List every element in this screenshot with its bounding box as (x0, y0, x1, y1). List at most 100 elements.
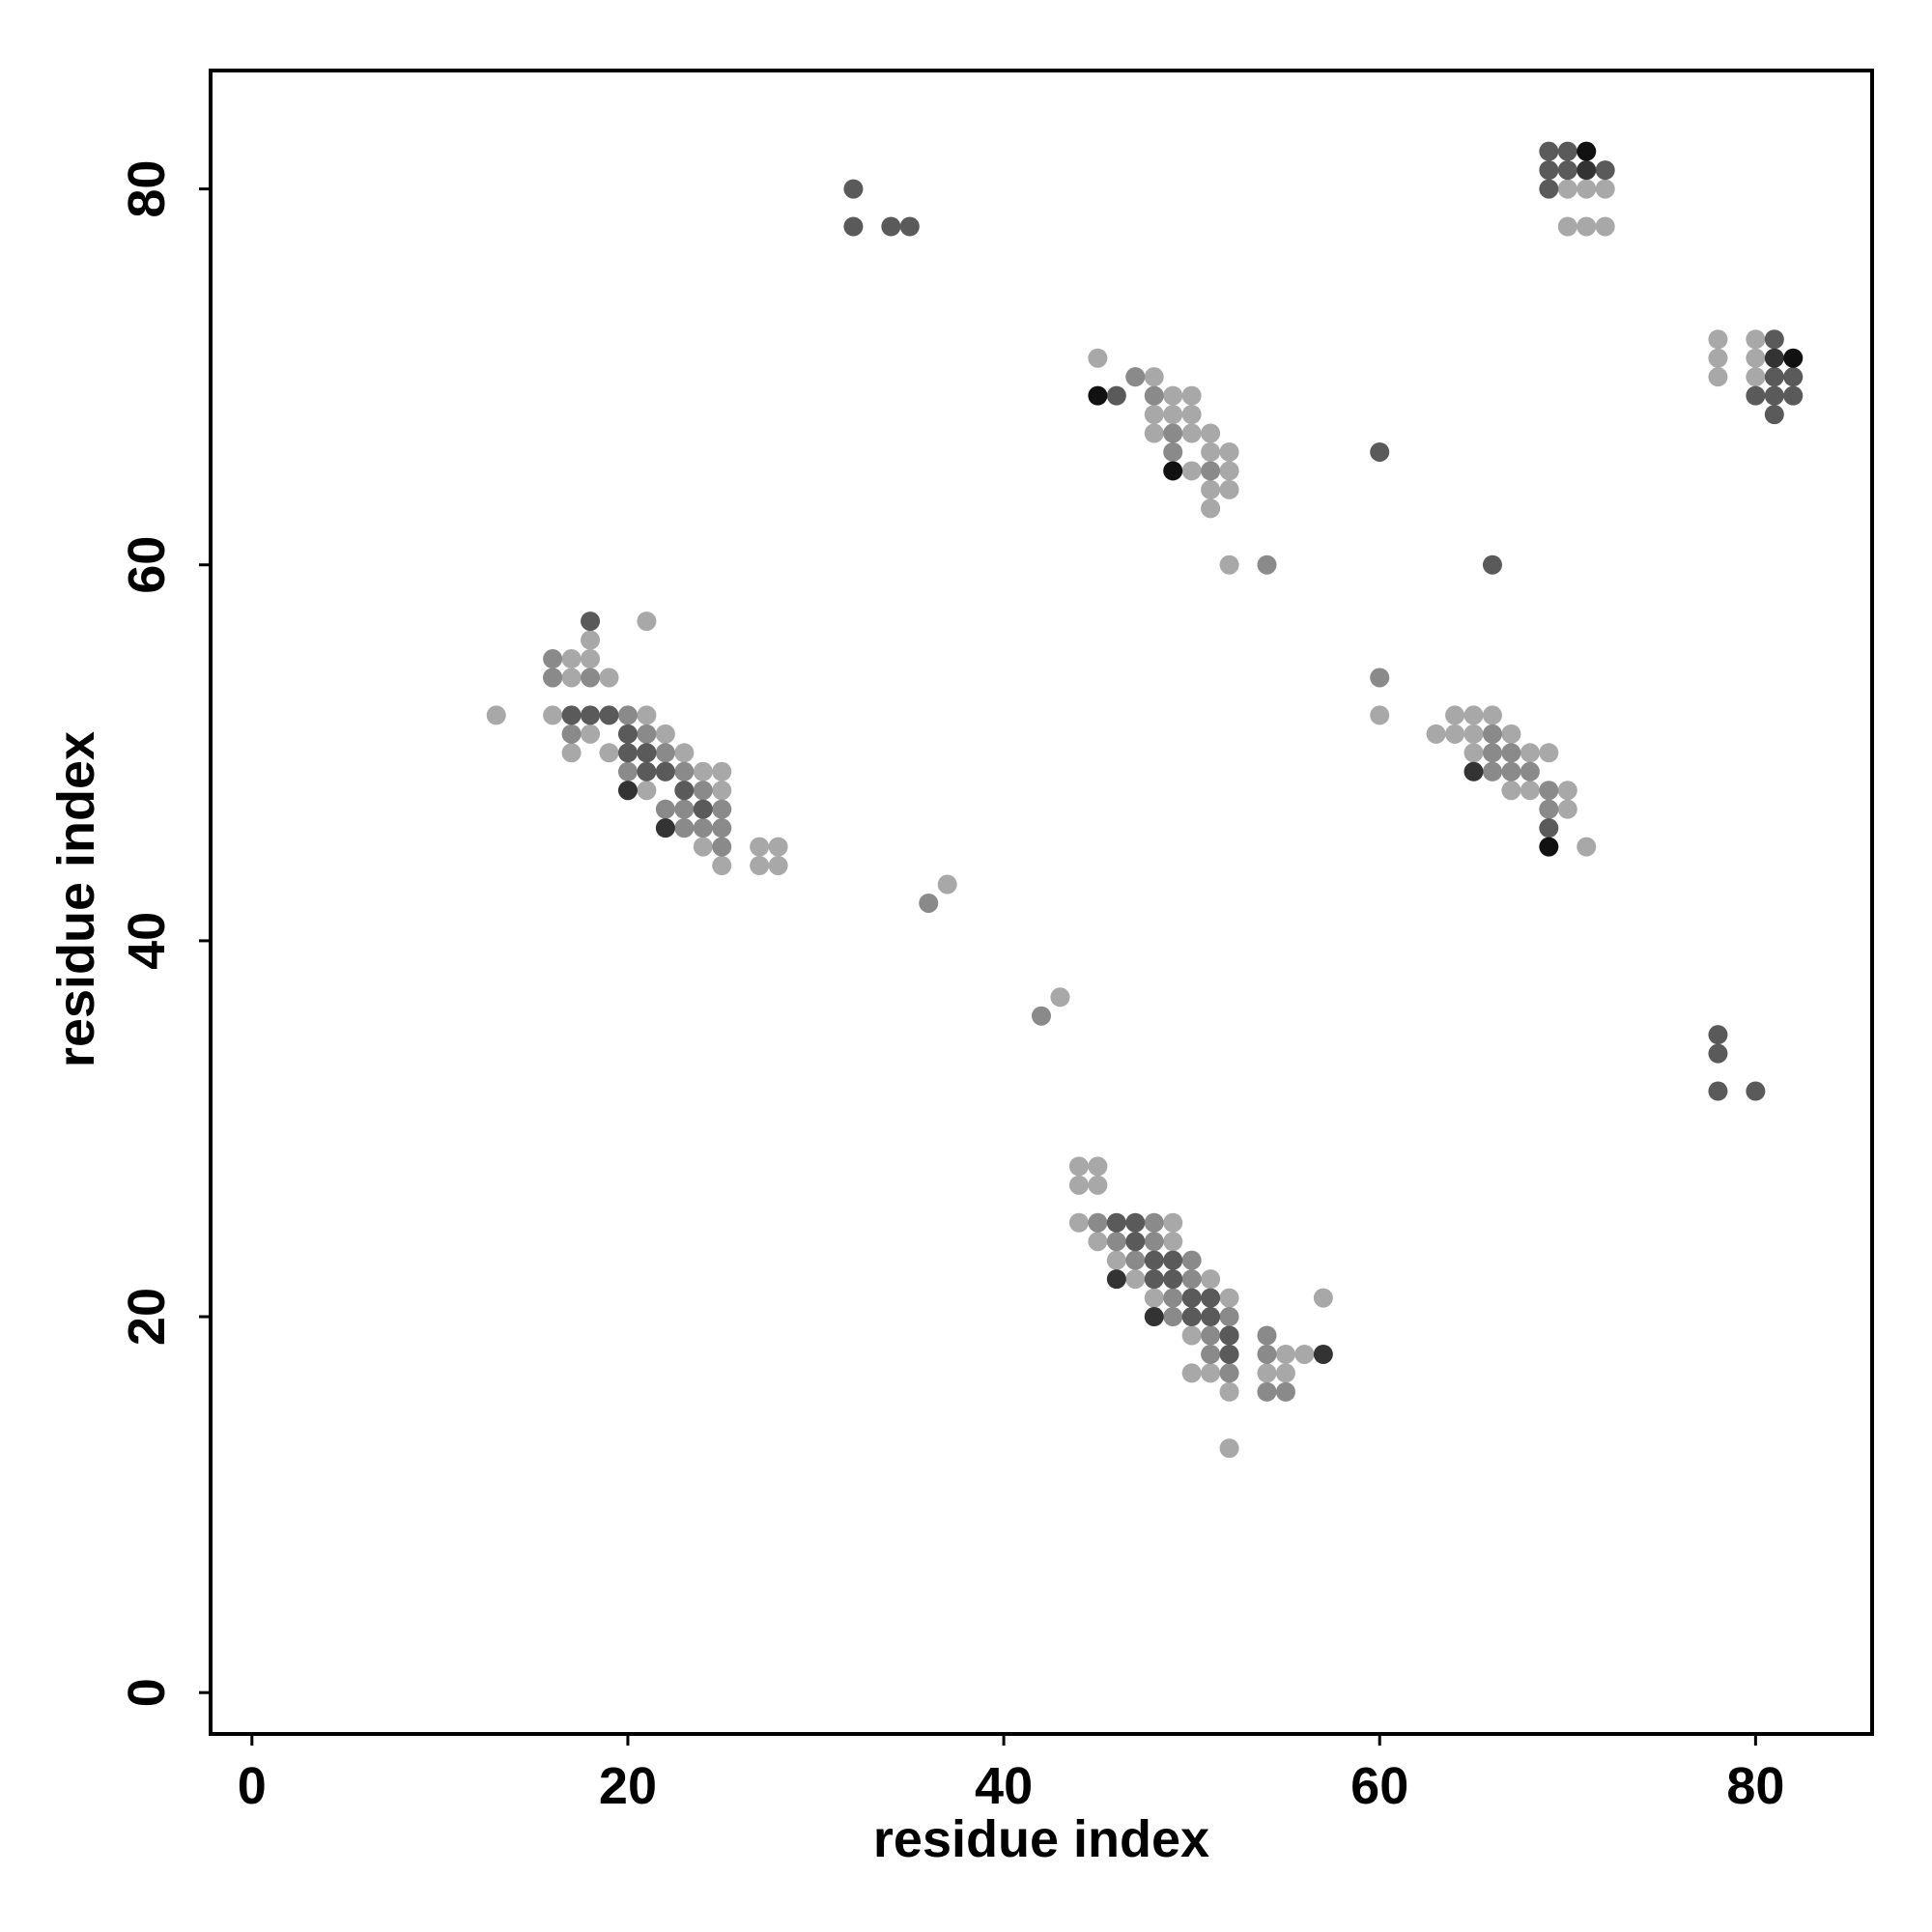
point (1257, 1344, 1277, 1364)
point (712, 837, 732, 857)
point (637, 705, 657, 725)
point (1201, 1363, 1221, 1383)
point (1219, 1363, 1239, 1383)
point (1181, 385, 1202, 406)
point (1557, 799, 1577, 819)
point (1050, 987, 1070, 1008)
point (1219, 1381, 1239, 1402)
point (768, 856, 788, 876)
point (1181, 1269, 1202, 1290)
point (1708, 348, 1728, 368)
point (1482, 743, 1502, 763)
point (561, 705, 582, 725)
point (1144, 367, 1164, 387)
point (561, 743, 582, 763)
point (674, 799, 695, 819)
point (1257, 1363, 1277, 1383)
point (1482, 761, 1502, 781)
point (1577, 216, 1597, 237)
point (768, 837, 788, 857)
point (1181, 1363, 1202, 1383)
point (693, 781, 713, 801)
point (1181, 423, 1202, 443)
point (1163, 385, 1183, 406)
point (1201, 1325, 1221, 1346)
point (843, 179, 864, 199)
point (1520, 743, 1540, 763)
point (1520, 761, 1540, 781)
point (1219, 1438, 1239, 1459)
point (1144, 1288, 1164, 1308)
point (1144, 1212, 1164, 1233)
point (1370, 441, 1390, 462)
point (581, 649, 601, 669)
point (1708, 1043, 1728, 1064)
point (1201, 1344, 1221, 1364)
point (674, 781, 695, 801)
point (1144, 1232, 1164, 1252)
point (581, 668, 601, 688)
point (1125, 1212, 1146, 1233)
point (1370, 705, 1390, 725)
point (1764, 405, 1784, 425)
point (712, 781, 732, 801)
point (1144, 423, 1164, 443)
point (1163, 423, 1183, 443)
point (1163, 405, 1183, 425)
point (1219, 554, 1239, 575)
point (1201, 479, 1221, 499)
point (1257, 1325, 1277, 1346)
point (1783, 385, 1804, 406)
point (1539, 837, 1559, 857)
point (637, 781, 657, 801)
point (1144, 385, 1164, 406)
point (750, 856, 770, 876)
point (581, 611, 601, 632)
point (599, 743, 619, 763)
point (1201, 498, 1221, 519)
y-tick-label: 0 (118, 1678, 176, 1707)
point (1201, 441, 1221, 462)
point (599, 668, 619, 688)
point (1370, 668, 1390, 688)
point (1764, 348, 1784, 368)
point (1746, 367, 1766, 387)
point (1088, 1175, 1108, 1195)
point (561, 668, 582, 688)
point (599, 705, 619, 725)
point (1201, 1307, 1221, 1327)
point (1539, 179, 1559, 199)
plot-frame (209, 69, 1874, 1736)
point (655, 743, 675, 763)
point (1219, 1325, 1239, 1346)
point (1125, 1250, 1146, 1270)
point (750, 837, 770, 857)
point (1501, 781, 1521, 801)
point (1144, 1269, 1164, 1290)
point (1181, 405, 1202, 425)
point (1557, 781, 1577, 801)
point (1426, 724, 1446, 744)
point (1088, 1156, 1108, 1177)
point (561, 649, 582, 669)
point (899, 216, 920, 237)
point (637, 761, 657, 781)
point (1746, 348, 1766, 368)
point (1557, 216, 1577, 237)
point (919, 893, 939, 913)
point (637, 724, 657, 744)
point (1181, 1250, 1202, 1270)
point (1708, 1081, 1728, 1101)
point (1219, 479, 1239, 499)
point (1746, 329, 1766, 350)
point (693, 818, 713, 838)
point (1501, 743, 1521, 763)
x-tick-label: 60 (1350, 1757, 1408, 1815)
point (1088, 385, 1108, 406)
point (1163, 1288, 1183, 1308)
x-axis-title: residue index (873, 1810, 1209, 1868)
point (1463, 724, 1484, 744)
point (1275, 1344, 1295, 1364)
point (1181, 1307, 1202, 1327)
point (1181, 1288, 1202, 1308)
